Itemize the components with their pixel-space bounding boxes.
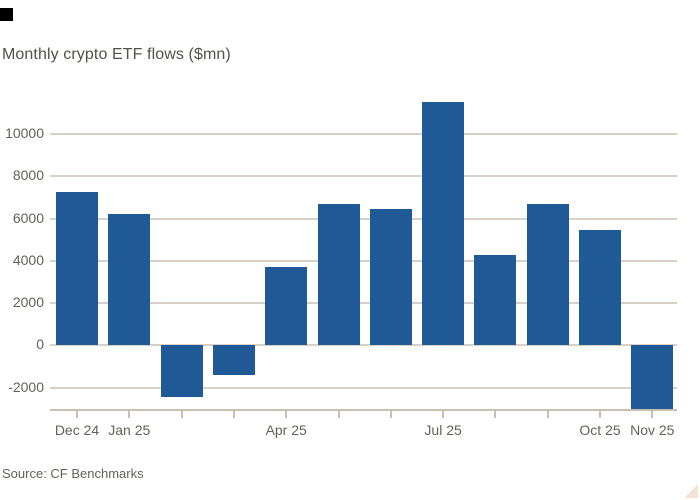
x-axis-tick-label: Apr 25	[265, 422, 307, 438]
y-axis-tick-label: 6000	[12, 209, 44, 226]
x-axis-tick	[337, 411, 340, 418]
chart-title: Monthly crypto ETF flows ($mn)	[2, 46, 231, 63]
gridline	[50, 386, 677, 389]
x-axis-tick	[76, 411, 78, 418]
gridline	[50, 344, 677, 347]
source-note: Source: CF Benchmarks	[2, 466, 144, 481]
y-axis-tick-label: 8000	[12, 167, 44, 184]
x-axis-tick-label: Nov 25	[630, 422, 675, 438]
gridline	[50, 302, 677, 305]
x-axis-tick	[599, 411, 601, 418]
x-axis-tick-label: Jul 25	[424, 422, 462, 438]
x-axis-tick	[389, 411, 392, 418]
x-axis-tick	[285, 411, 288, 418]
bar-may-25	[317, 203, 360, 346]
bar-jan-25	[108, 214, 151, 346]
x-axis-tick	[232, 411, 235, 418]
bar-mar-25	[212, 345, 255, 376]
gridline	[50, 217, 677, 220]
x-axis-tick-label: Jan 25	[108, 422, 151, 438]
x-axis-tick	[651, 411, 654, 418]
x-axis-tick	[128, 411, 131, 418]
gridline	[50, 175, 677, 178]
gridline	[50, 132, 677, 135]
y-axis-tick-label: 0	[36, 336, 44, 353]
x-axis-tick	[546, 411, 549, 418]
bar-apr-25	[265, 267, 308, 346]
bar-jul-25	[422, 102, 465, 346]
bar-nov-25	[631, 345, 674, 411]
x-axis-tick	[494, 411, 497, 418]
bar-dec-24	[56, 192, 98, 346]
y-axis-tick-label: -2000	[8, 378, 44, 395]
y-axis-tick-label: 10000	[5, 124, 44, 141]
x-axis-tick-label: Oct 25	[579, 422, 621, 438]
y-axis-tick-label: 2000	[12, 294, 44, 311]
bar-jun-25	[369, 209, 412, 346]
plot-area: -2000 0 2000 4000 6000 8000 10000 Dec 24 Jan 25 A…	[5, 98, 677, 437]
gridline	[50, 259, 677, 262]
x-axis-tick	[180, 411, 183, 418]
bar-feb-25	[160, 345, 203, 398]
bar-aug-25	[474, 254, 517, 346]
x-axis-tick	[442, 411, 445, 418]
x-axis-line	[50, 409, 677, 411]
corner-triangle-icon	[684, 484, 698, 498]
bar-oct-25	[579, 230, 621, 346]
x-axis-tick-label: Dec 24	[54, 422, 100, 438]
ft-square-marker-icon	[0, 8, 13, 21]
bar-sep-25	[526, 203, 569, 346]
y-axis-tick-label: 4000	[12, 251, 44, 268]
